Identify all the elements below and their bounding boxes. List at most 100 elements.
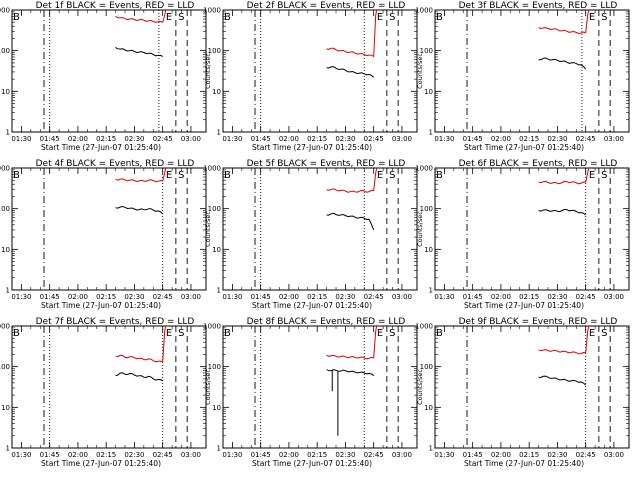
x-tick-label: 01:30 (434, 293, 454, 301)
y-tick-label: 10 (212, 88, 221, 96)
x-tick-label: 01:45 (251, 451, 271, 459)
x-tick-label: 03:00 (181, 293, 201, 301)
x-tick-label: 01:45 (40, 451, 60, 459)
x-tick-label: 02:45 (153, 135, 173, 143)
x-tick-label: 02:30 (124, 135, 144, 143)
marker-e-label: E (589, 328, 595, 339)
x-tick-label: 02:15 (307, 451, 327, 459)
y-tick-label: 1000 (415, 323, 433, 331)
x-tick-label: 01:45 (251, 135, 271, 143)
y-tick-label: 10 (424, 404, 433, 412)
marker-b-label: B (224, 170, 231, 181)
x-axis-label: Start Time (27-Jun-07 01:25:40) (252, 301, 372, 310)
x-tick-label: 02:45 (576, 451, 596, 459)
series-lld-line (115, 167, 167, 183)
series-events-line (326, 369, 374, 377)
x-tick-label: 03:00 (392, 135, 412, 143)
y-axis-label: Counts/sec (204, 369, 212, 405)
y-tick-label: 10 (1, 88, 10, 96)
y-axis-label: Counts/sec (416, 369, 424, 405)
y-tick-label: 100 (208, 363, 221, 371)
x-tick-label: 01:45 (463, 135, 483, 143)
panel-title: Det 4f BLACK = Events, RED = LLD (36, 159, 195, 169)
y-tick-label: 1 (6, 129, 10, 137)
marker-e-label: E (166, 12, 172, 23)
marker-b-label: B (224, 328, 231, 339)
marker-e-label: E (589, 170, 595, 181)
y-tick-label: 1000 (0, 165, 10, 173)
y-axis-label: Counts/sec (0, 211, 1, 247)
y-axis-label: Counts/sec (416, 211, 424, 247)
panel-title: Det 2f BLACK = Events, RED = LLD (247, 1, 406, 11)
x-tick-label: 01:30 (434, 451, 454, 459)
panel-det-2: Det 2f BLACK = Events, RED = LLD 1 10 100 10… (203, 1, 418, 152)
y-tick-label: 1000 (415, 7, 433, 15)
series-lld-line (538, 167, 590, 185)
marker-e-label: E (166, 328, 172, 339)
series-events-line (538, 375, 587, 386)
plot-frame (434, 325, 630, 449)
x-tick-label: 02:00 (279, 293, 299, 301)
x-axis-label: Start Time (27-Jun-07 01:25:40) (41, 143, 161, 152)
y-tick-label: 1 (6, 445, 10, 453)
panel-title: Det 1f BLACK = Events, RED = LLD (36, 1, 195, 11)
x-tick-label: 02:15 (519, 293, 539, 301)
x-tick-label: 02:45 (364, 451, 384, 459)
x-tick-label: 02:45 (576, 135, 596, 143)
marker-b-label: B (436, 12, 443, 23)
x-tick-label: 01:30 (11, 451, 31, 459)
y-tick-label: 1000 (203, 165, 221, 173)
y-tick-label: 1000 (0, 7, 10, 15)
series-events-line (115, 372, 163, 382)
y-tick-label: 100 (420, 205, 433, 213)
marker-s-label: S (601, 12, 607, 23)
panel-title: Det 3f BLACK = Events, RED = LLD (459, 1, 618, 11)
series-lld-line (538, 9, 590, 35)
panel-title: Det 9f BLACK = Events, RED = LLD (459, 317, 618, 327)
marker-b-label: B (13, 328, 20, 339)
marker-s-label: S (601, 328, 607, 339)
series-events-line (115, 205, 164, 215)
marker-s-label: S (389, 170, 395, 181)
x-tick-label: 01:30 (434, 135, 454, 143)
series-events-line (326, 212, 375, 231)
x-tick-label: 02:45 (153, 293, 173, 301)
x-tick-label: 02:00 (68, 135, 88, 143)
x-tick-label: 02:30 (547, 451, 567, 459)
y-tick-label: 1 (217, 129, 221, 137)
y-axis-label: Counts/sec (204, 53, 212, 89)
x-tick-label: 02:15 (307, 293, 327, 301)
marker-s-label: S (389, 328, 395, 339)
x-tick-label: 01:45 (40, 135, 60, 143)
x-axis-label: Start Time (27-Jun-07 01:25:40) (252, 143, 372, 152)
x-tick-label: 02:15 (519, 135, 539, 143)
panel-title: Det 7f BLACK = Events, RED = LLD (36, 317, 195, 327)
y-tick-label: 1000 (415, 165, 433, 173)
series-events-line (326, 66, 375, 78)
x-tick-label: 02:30 (335, 451, 355, 459)
y-axis-label: Counts/sec (0, 369, 1, 405)
marker-s-label: S (178, 328, 184, 339)
plot-frame (222, 167, 418, 291)
x-tick-label: 03:00 (604, 135, 624, 143)
x-tick-label: 02:00 (279, 135, 299, 143)
y-tick-label: 10 (1, 404, 10, 412)
marker-b-label: B (13, 12, 20, 23)
series-lld-line (326, 325, 378, 360)
x-tick-label: 01:45 (463, 451, 483, 459)
y-tick-label: 100 (0, 47, 10, 55)
marker-b-label: B (436, 328, 443, 339)
x-tick-label: 02:30 (335, 135, 355, 143)
plot-frame (11, 167, 207, 291)
x-tick-label: 02:30 (547, 135, 567, 143)
y-tick-label: 10 (424, 246, 433, 254)
x-tick-label: 02:30 (335, 293, 355, 301)
x-axis-label: Start Time (27-Jun-07 01:25:40) (41, 301, 161, 310)
x-tick-label: 03:00 (604, 293, 624, 301)
x-tick-label: 02:00 (68, 293, 88, 301)
marker-b-label: B (224, 12, 231, 23)
panel-det-6: Det 6f BLACK = Events, RED = LLD 1 10 100 10… (415, 159, 630, 310)
x-tick-label: 02:30 (547, 293, 567, 301)
y-tick-label: 10 (1, 246, 10, 254)
